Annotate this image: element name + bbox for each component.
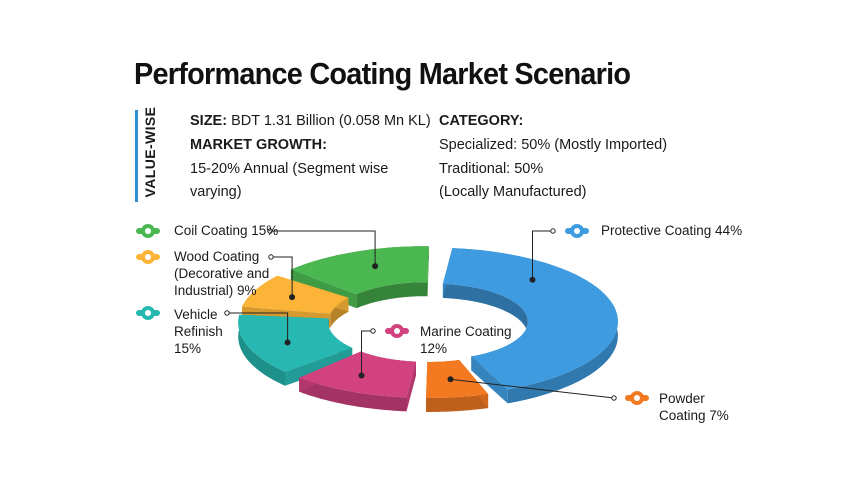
category-line-1: Specialized: 50% (Mostly Imported) [439,137,668,153]
leader-wood-dot [268,254,274,260]
chart-title: Performance Coating Market Scenario [134,56,631,91]
legend-coil: Coil Coating 15% [174,223,279,238]
leader-vehicle [227,312,289,343]
protective-coating-icon [565,224,589,238]
leader-powder [450,378,615,399]
legend-marine-2: 12% [420,341,448,356]
leader-coil-dot [267,228,273,234]
category-line-3: (Locally Manufactured) [439,184,587,200]
coil-coating-icon [136,224,160,238]
leader-wood-dot [289,294,296,301]
legend-wood-1: Wood Coating [174,249,260,264]
size-label: SIZE: [190,113,228,129]
legend-marine-1: Marine Coating [420,324,512,339]
leader-marine [361,330,373,376]
slice-vehicle [238,314,353,386]
slice-protective [442,248,618,404]
size-value: BDT 1.31 Billion (0.058 Mn KL) [227,113,431,129]
leader-protective-dot [550,228,556,234]
size-info: SIZE: BDT 1.31 Billion (0.058 Mn KL) [190,109,431,133]
legend-powder-2: Coating 7% [659,408,729,423]
leader-powder-dot [447,376,454,383]
legend-icons [136,224,649,405]
leader-powder-dot [611,395,617,401]
leader-lines [224,228,617,401]
powder-coating-icon [625,391,649,405]
donut-slices [238,246,618,412]
leader-wood [271,256,293,298]
marine-coating-icon [385,324,409,338]
category-label: CATEGORY: [439,113,524,129]
leader-protective [532,230,553,280]
legend-vehicle-3: 15% [174,341,202,356]
legend-vehicle-2: Refinish [174,324,223,339]
value-wise-divider [135,110,161,202]
leader-vehicle-dot [284,339,291,346]
leader-marine-dot [358,372,365,379]
growth-label: MARKET GROWTH: [190,137,327,153]
legend-powder-1: Powder [659,391,705,406]
category-line-2: Traditional: 50% [439,161,544,177]
wood-coating-icon [136,250,160,264]
leader-marine-dot [370,328,376,334]
leader-coil [270,230,376,267]
vehicle-refinish-icon [136,306,160,320]
legend-vehicle-1: Vehicle [174,307,218,322]
legend-protective: Protective Coating 44% [601,223,743,238]
slice-powder [426,360,489,412]
leader-coil-dot [372,263,379,270]
leader-vehicle-dot [224,310,230,316]
legend-wood-3: Industrial) 9% [174,283,257,298]
legend-wood-2: (Decorative and [174,266,270,281]
growth-line-1: 15-20% Annual (Segment wise [190,161,389,177]
growth-line-2: varying) [190,184,242,200]
slice-marine [299,351,416,412]
leader-protective-dot [529,276,536,283]
